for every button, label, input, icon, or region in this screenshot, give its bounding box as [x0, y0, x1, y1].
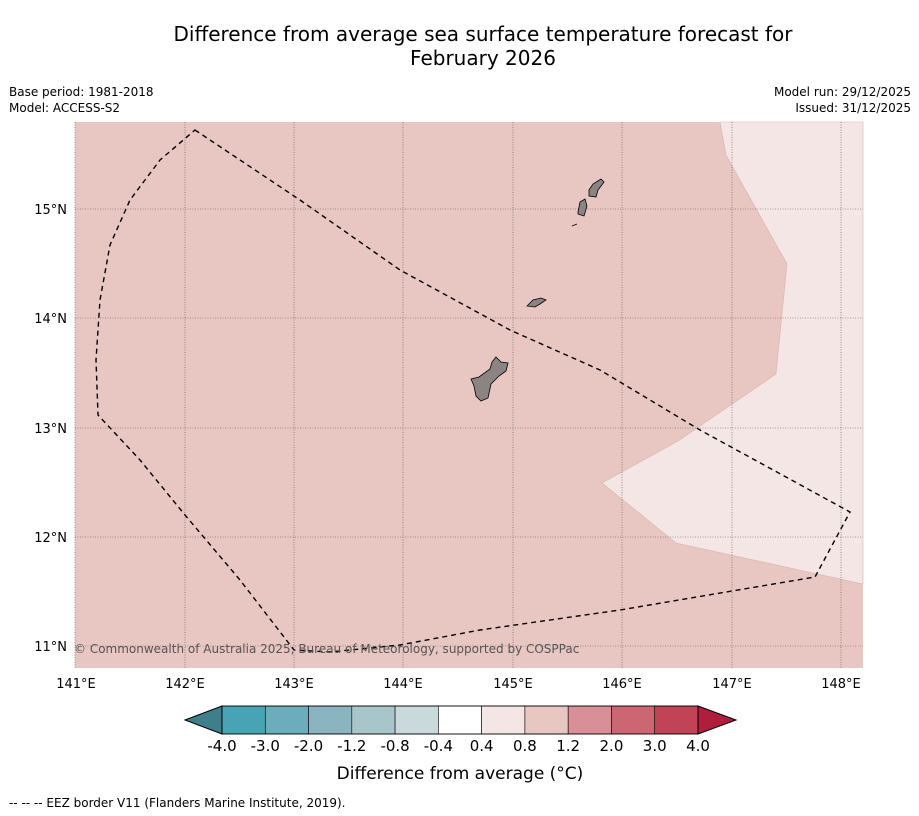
rota-island	[526, 297, 547, 308]
colorbar-tick-label: -0.4	[424, 737, 453, 755]
colorbar-tick-label: -2.0	[294, 737, 323, 755]
lon-label: 142°E	[165, 677, 205, 692]
chart-title: Difference from average sea surface temp…	[60, 22, 906, 70]
colorbar-cell	[481, 705, 526, 735]
lat-label: 13°N	[34, 422, 67, 437]
eez-legend-note: -- -- -- EEZ border V11 (Flanders Marine…	[9, 796, 346, 810]
colorbar-tick-label: 4.0	[686, 737, 710, 755]
colorbar-tick-label: -3.0	[251, 737, 280, 755]
title-line-1: Difference from average sea surface temp…	[173, 22, 793, 46]
colorbar-cells	[221, 705, 699, 735]
colorbar-cell	[264, 705, 309, 735]
base-period: Base period: 1981-2018	[9, 85, 154, 99]
colorbar-tick-label: 0.8	[513, 737, 537, 755]
islands	[470, 178, 605, 402]
colorbar-tick-label: 3.0	[643, 737, 667, 755]
colorbar-cell	[394, 705, 439, 735]
saipan-island	[588, 178, 605, 198]
meta-right: Model run: 29/12/2025 Issued: 31/12/2025	[774, 84, 911, 116]
colorbar: -4.0 -3.0 -2.0 -1.2 -0.8 -0.4 0.4 0.8 1.2 2.0 3.0 4…	[183, 705, 738, 755]
colorbar-extend-high	[697, 705, 738, 735]
sst-anomaly-region-low	[601, 121, 864, 585]
aguijan-island	[571, 223, 578, 227]
issued-date: Issued: 31/12/2025	[795, 101, 911, 115]
colorbar-cell	[611, 705, 656, 735]
lon-label: 143°E	[274, 677, 314, 692]
colorbar-tick-label: 1.2	[556, 737, 580, 755]
model-run: Model run: 29/12/2025	[773, 85, 911, 99]
colorbar-tick-label: 0.4	[470, 737, 494, 755]
eez-border	[95, 129, 851, 653]
colorbar-cell	[221, 705, 266, 735]
colorbar-cell	[524, 705, 569, 735]
colorbar-ticks: -4.0 -3.0 -2.0 -1.2 -0.8 -0.4 0.4 0.8 1.2 2.0 3.0 4…	[207, 737, 710, 755]
lon-label: 145°E	[493, 677, 533, 692]
model-name: Model: ACCESS-S2	[9, 101, 121, 115]
colorbar-cell	[654, 705, 699, 735]
colorbar-tick-label: -0.8	[380, 737, 409, 755]
lon-labels: 141°E 142°E 143°E 144°E 145°E 146°E 147°…	[56, 677, 861, 692]
colorbar-frame	[221, 705, 699, 735]
lat-labels: 15°N 14°N 13°N 12°N 11°N	[34, 203, 67, 655]
lat-label: 14°N	[34, 312, 67, 327]
sst-anomaly-region-high	[75, 122, 863, 668]
grid-lines	[74, 122, 863, 668]
colorbar-cell	[351, 705, 396, 735]
lon-label: 141°E	[56, 677, 96, 692]
lon-label: 144°E	[383, 677, 423, 692]
guam-island	[470, 356, 509, 402]
colorbar-tick-label: -1.2	[337, 737, 366, 755]
lat-label: 15°N	[34, 203, 67, 218]
lat-label: 11°N	[34, 640, 67, 655]
lon-label: 147°E	[712, 677, 752, 692]
colorbar-title: Difference from average (°C)	[336, 764, 584, 784]
colorbar-cell	[567, 705, 612, 735]
colorbar-cell	[308, 705, 353, 735]
map-credit: © Commonwealth of Australia 2025, Bureau…	[74, 642, 579, 656]
tinian-island	[577, 198, 588, 217]
meta-left: Base period: 1981-2018 Model: ACCESS-S2	[9, 84, 154, 116]
colorbar-extend-low	[183, 705, 223, 735]
colorbar-tick-label: 2.0	[600, 737, 624, 755]
title-line-2: February 2026	[410, 46, 556, 70]
lat-label: 12°N	[34, 531, 67, 546]
lon-label: 148°E	[821, 677, 861, 692]
colorbar-tick-label: -4.0	[207, 737, 236, 755]
lon-label: 146°E	[602, 677, 642, 692]
colorbar-cell	[438, 705, 482, 735]
